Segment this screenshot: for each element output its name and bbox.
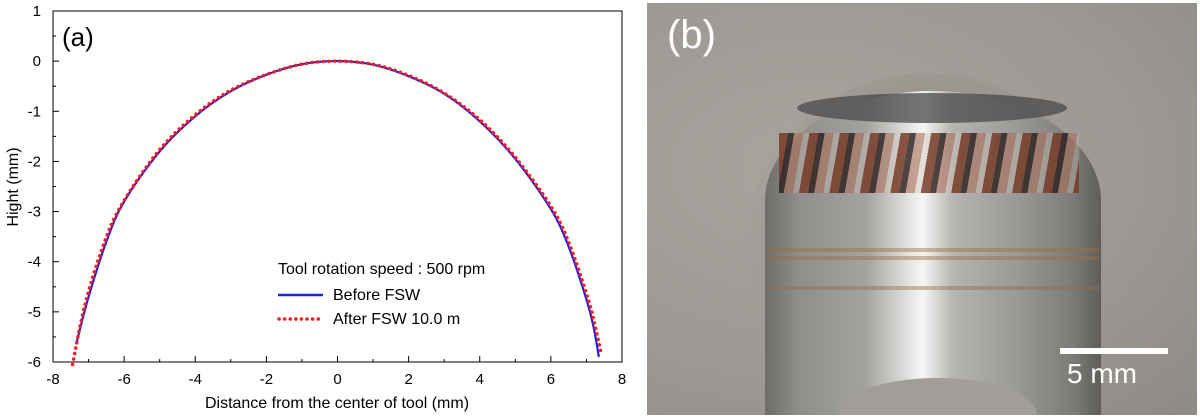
scale-bar <box>1060 348 1168 354</box>
x-tick-label: -6 <box>117 371 130 388</box>
x-tick-label: 4 <box>476 371 484 388</box>
y-tick-label: -3 <box>28 204 41 221</box>
x-tick-label: -4 <box>189 371 202 388</box>
y-tick-label: -2 <box>28 153 41 170</box>
x-tick-label: 8 <box>618 371 626 388</box>
y-tick-label: 0 <box>33 53 41 70</box>
y-tick-label: -5 <box>28 304 41 321</box>
wear-line <box>767 256 1099 260</box>
x-axis-label: Distance from the center of tool (mm) <box>205 395 469 412</box>
y-tick-label: -4 <box>28 254 41 271</box>
panel-label-b: (b) <box>667 13 716 57</box>
x-tick-label: -2 <box>260 371 273 388</box>
x-tick-label: 0 <box>333 371 341 388</box>
series-after-fsw-10-0-m <box>70 59 604 367</box>
y-tick-label: -1 <box>28 103 41 120</box>
profile-chart: -8 -6 -4 -2 0 2 4 6 810-1-2-3-4-5-6 (a) Distance… <box>5 3 626 412</box>
x-tick-label: -8 <box>46 371 59 388</box>
wear-line <box>767 248 1099 252</box>
tool-tip <box>797 93 1067 123</box>
legend-title: Tool rotation speed : 500 rpm <box>278 261 485 278</box>
x-tick-label: 6 <box>547 371 555 388</box>
y-axis-label: Hight (mm) <box>5 147 22 226</box>
y-tick-label: 1 <box>33 3 41 20</box>
wear-line <box>767 286 1099 290</box>
y-tick-label: -6 <box>28 354 41 371</box>
tool-photo: (b) 5 mm <box>647 3 1197 415</box>
legend: Tool rotation speed : 500 rpm Before FSW… <box>277 261 485 328</box>
scale-bar-label: 5 mm <box>1067 358 1137 389</box>
legend-label-before: Before FSW <box>333 287 421 304</box>
legend-label-after: After FSW 10.0 m <box>333 311 460 328</box>
panel-label-a: (a) <box>62 22 94 52</box>
rust-band <box>779 133 1079 193</box>
x-tick-label: 2 <box>404 371 412 388</box>
